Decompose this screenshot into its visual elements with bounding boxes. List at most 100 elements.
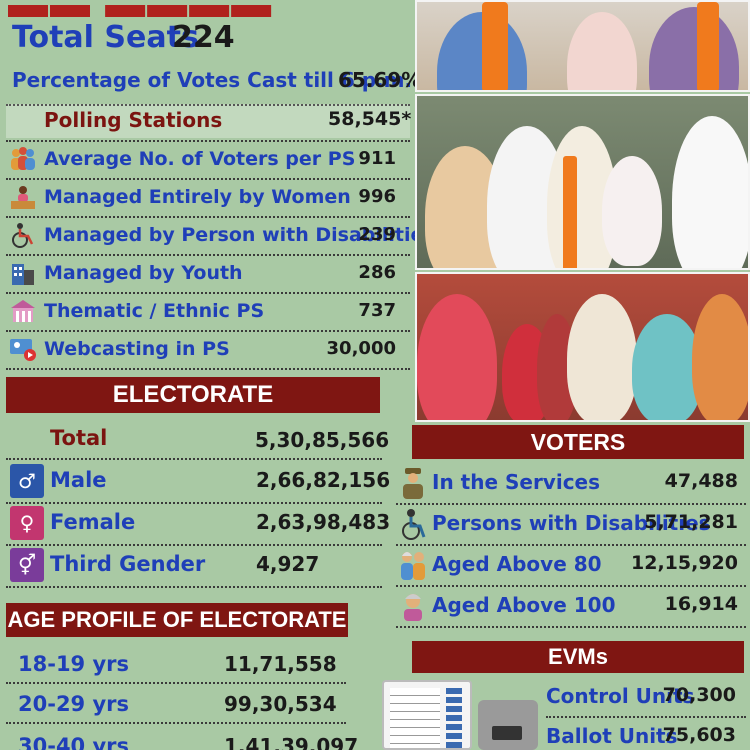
control-unit-illustration	[478, 700, 538, 750]
ps-row-label: Average No. of Voters per PS	[44, 148, 356, 170]
ps-row-value: 996	[358, 186, 396, 207]
divider	[6, 178, 410, 180]
electorate-total-value: 5,30,85,566	[255, 428, 390, 452]
age-row-value: 11,71,558	[224, 652, 337, 676]
electorate-row-label: Male	[50, 468, 107, 492]
polling-stations-label: Polling Stations	[44, 108, 223, 132]
voter-photos-collage	[415, 0, 750, 425]
divider	[6, 458, 382, 460]
photo-voters-3	[415, 272, 750, 422]
voter-row-label: Persons with Disabilities	[432, 511, 711, 535]
electorate-row-label: Third Gender	[50, 552, 206, 576]
divider	[396, 585, 746, 587]
evms-banner: EVMs	[412, 641, 744, 673]
ps-row-youth: Managed by Youth 286	[6, 256, 410, 292]
divider	[6, 722, 346, 724]
ps-row-disabilities: Managed by Person with Disabilities 239	[6, 218, 435, 254]
age-row-value: 99,30,534	[224, 692, 337, 716]
divider	[6, 586, 382, 588]
wheelchair-icon	[398, 507, 428, 541]
divider	[6, 330, 410, 332]
people-group-icon	[8, 146, 38, 174]
evm-row-value: 75,603	[662, 724, 736, 746]
electorate-total-label: Total	[50, 426, 108, 450]
voter-row-services: In the Services 47,488	[396, 464, 746, 504]
ps-row-label: Thematic / Ethnic PS	[44, 300, 265, 322]
electorate-row-value: 4,927	[256, 552, 320, 576]
evm-row-value: 70,300	[662, 684, 736, 706]
age-row: 20-29 yrs 99,30,534	[6, 686, 346, 726]
ps-row-thematic: Thematic / Ethnic PS 737	[6, 294, 410, 330]
polling-stations-header-box	[6, 104, 410, 138]
ps-row-label: Managed by Youth	[44, 262, 243, 284]
evm-row-label: Control Units	[546, 684, 695, 708]
voter-row-value: 12,15,920	[631, 552, 738, 574]
divider	[6, 292, 410, 294]
electorate-row-label: Female	[50, 510, 136, 534]
divider	[6, 254, 410, 256]
electorate-banner: ELECTORATE	[6, 377, 380, 413]
photo-voters-2	[415, 94, 750, 270]
electorate-row-value: 2,66,82,156	[256, 468, 391, 492]
divider	[6, 216, 410, 218]
ps-row-webcasting: Webcasting in PS 30,000	[6, 332, 410, 368]
age-row-label: 20-29 yrs	[18, 692, 130, 716]
votes-percentage-label: Percentage of Votes Cast till 6 p.m.	[12, 68, 413, 92]
evm-row-label: Ballot Units	[546, 724, 678, 748]
electorate-row-male: ♂ Male 2,66,82,156	[6, 462, 390, 502]
ps-row-average-voters: Average No. of Voters per PS 911	[6, 142, 410, 178]
ps-row-value: 30,000	[326, 338, 396, 359]
voters-banner: VOTERS	[412, 425, 744, 459]
divider	[396, 626, 746, 628]
ps-row-label: Managed by Person with Disabilities	[44, 224, 435, 246]
ps-row-label: Webcasting in PS	[44, 338, 230, 360]
voter-row-disabilities: Persons with Disabilities 5,71,281	[396, 505, 746, 545]
ps-row-value: 286	[358, 262, 396, 283]
age-row: 18-19 yrs 11,71,558	[6, 646, 346, 686]
ps-row-label: Managed Entirely by Women	[44, 186, 351, 208]
male-icon: ♂	[10, 464, 44, 498]
divider	[6, 368, 410, 370]
age-row-label: 30-40 yrs	[18, 734, 130, 750]
soldier-icon	[398, 466, 428, 500]
voter-row-value: 47,488	[664, 470, 738, 492]
voter-row-value: 5,71,281	[644, 511, 738, 533]
third-gender-icon: ⚥	[10, 548, 44, 582]
divider	[396, 503, 746, 505]
cut-off-title-graphic: ▬▬ ▬▬▬▬	[8, 0, 274, 26]
ps-row-value: 239	[358, 224, 396, 245]
voter-row-value: 16,914	[664, 593, 738, 615]
age-row-value: 1,41,39,097	[224, 734, 359, 750]
electorate-row-value: 2,63,98,483	[256, 510, 391, 534]
building-youth-icon	[8, 260, 38, 288]
divider	[6, 140, 410, 142]
temple-icon	[8, 298, 38, 326]
evm-row-control-units: Control Units 70,300	[546, 680, 746, 718]
total-seats-value: 224	[172, 20, 235, 55]
age-row: 30-40 yrs 1,41,39,097	[6, 728, 358, 750]
divider	[6, 544, 382, 546]
divider	[6, 502, 382, 504]
photo-voters-1	[415, 0, 750, 92]
evm-row-ballot-units: Ballot Units 75,603	[546, 720, 746, 750]
voter-row-above-100: Aged Above 100 16,914	[396, 587, 746, 627]
voter-row-label: Aged Above 100	[432, 593, 616, 617]
electorate-row-third-gender: ⚥ Third Gender 4,927	[6, 546, 386, 586]
webcast-icon	[8, 336, 38, 364]
voter-row-label: In the Services	[432, 470, 601, 494]
polling-stations-value: 58,545*	[328, 108, 412, 130]
elderly-couple-icon	[398, 548, 428, 582]
electorate-row-female: ♀ Female 2,63,98,483	[6, 504, 390, 544]
wheelchair-icon	[8, 222, 38, 250]
divider	[396, 544, 746, 546]
votes-percentage-value: 65.69%	[338, 68, 422, 92]
divider	[546, 716, 746, 718]
total-seats-label: Total Seats	[12, 20, 199, 55]
age-profile-banner: AGE PROFILE OF ELECTORATE	[6, 603, 348, 637]
ballot-unit-illustration	[382, 680, 472, 750]
female-icon: ♀	[10, 506, 44, 540]
ps-row-women: Managed Entirely by Women 996	[6, 180, 410, 216]
voter-row-label: Aged Above 80	[432, 552, 602, 576]
divider	[6, 682, 346, 684]
elderly-person-icon	[398, 589, 428, 623]
